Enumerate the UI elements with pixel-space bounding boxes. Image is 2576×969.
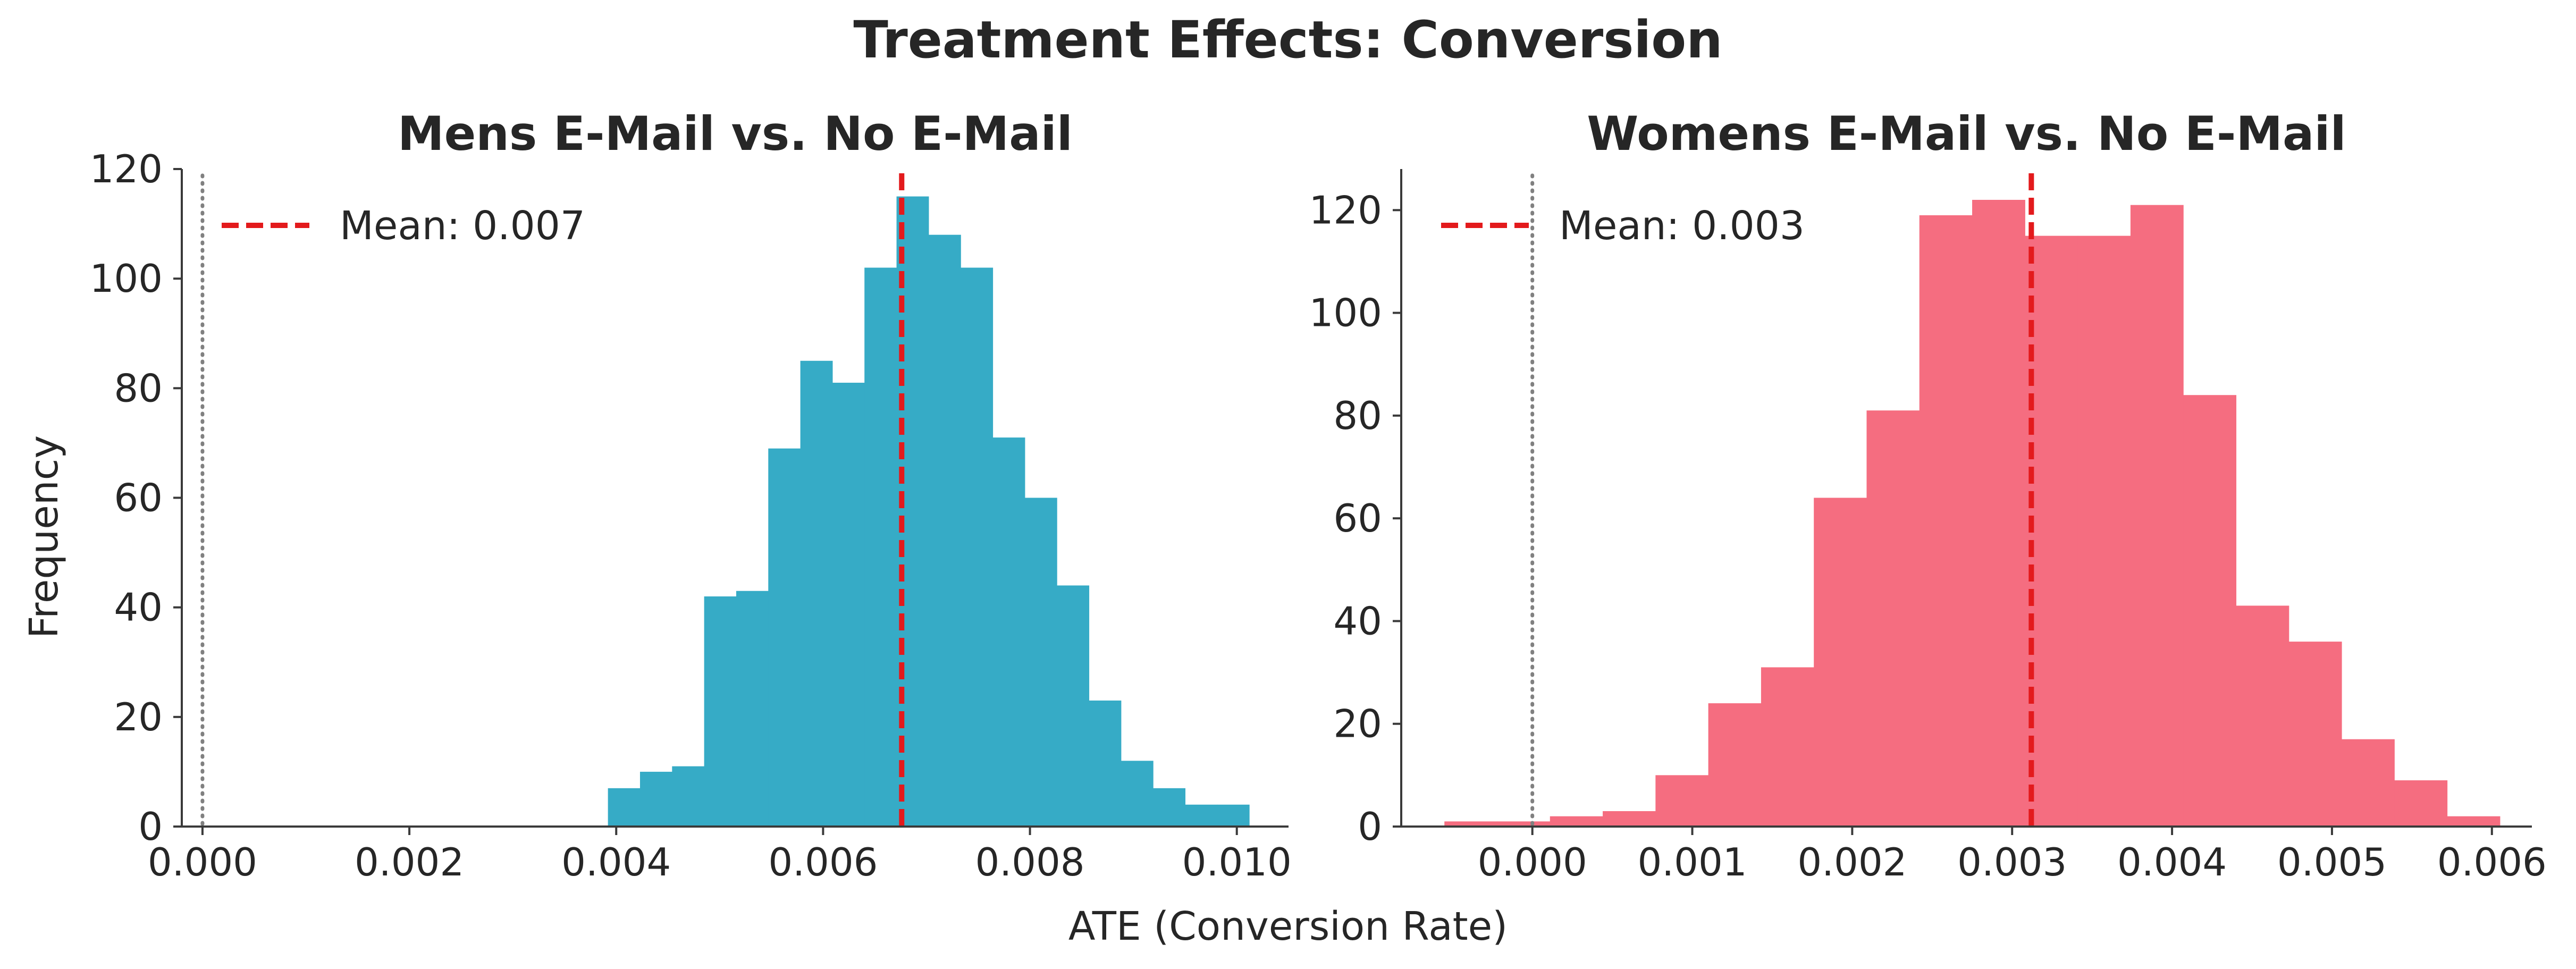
histogram-bar — [992, 437, 1025, 827]
histogram-bar — [2077, 235, 2131, 827]
legend-mean-label: Mean: 0.003 — [1559, 203, 1805, 249]
x-tick-label: 0.003 — [1957, 840, 2067, 884]
histogram-bars — [608, 196, 1250, 827]
histogram-bar — [896, 196, 929, 827]
histogram-bar — [1603, 811, 1656, 827]
histogram-bar — [639, 771, 672, 827]
y-tick-label: 100 — [90, 256, 163, 301]
x-tick-label: 0.004 — [2117, 840, 2227, 884]
histogram-bar — [864, 267, 897, 827]
histogram-bar — [1153, 788, 1186, 827]
histogram-bar — [1708, 703, 1762, 827]
x-tick-label: 0.000 — [148, 840, 257, 884]
histogram-bar — [2183, 395, 2237, 827]
histogram-bar — [2130, 205, 2184, 827]
histogram-bar — [1550, 816, 1603, 827]
y-tick-label: 60 — [1333, 496, 1382, 541]
panel-title: Mens E-Mail vs. No E-Mail — [398, 106, 1073, 161]
histogram-bar — [1919, 215, 1973, 827]
histogram-bar — [928, 234, 961, 827]
histogram-bar — [1761, 667, 1814, 827]
histogram-bar — [1217, 804, 1250, 827]
x-tick-label: 0.000 — [1478, 840, 1587, 884]
y-tick-label: 40 — [1333, 599, 1382, 643]
histogram-bar — [768, 448, 801, 827]
histogram-bar — [1497, 821, 1551, 827]
histogram-bar — [608, 788, 641, 827]
histogram-bar — [672, 766, 705, 827]
y-tick-label: 80 — [114, 366, 163, 410]
histogram-bar — [1444, 821, 1498, 827]
histogram-bar — [1185, 804, 1218, 827]
legend-mean-label: Mean: 0.007 — [340, 203, 585, 249]
y-tick-label: 20 — [114, 695, 163, 739]
x-tick-label: 0.002 — [355, 840, 464, 884]
figure-title: Treatment Effects: Conversion — [853, 10, 1722, 70]
histogram-bar — [2394, 780, 2448, 827]
x-tick-label: 0.008 — [975, 840, 1084, 884]
panel-title: Womens E-Mail vs. No E-Mail — [1587, 106, 2346, 161]
x-tick-label: 0.010 — [1182, 840, 1292, 884]
figure-xlabel: ATE (Conversion Rate) — [1068, 904, 1508, 949]
histogram-bar — [2288, 642, 2342, 827]
x-tick-label: 0.006 — [2437, 840, 2547, 884]
histogram-bar — [1057, 585, 1090, 827]
y-tick-label: 120 — [1309, 188, 1382, 232]
histogram-bar — [1024, 498, 1057, 827]
legend: Mean: 0.003 — [1441, 203, 1805, 249]
y-tick-label: 0 — [1358, 804, 1382, 849]
histogram-bar — [1866, 410, 1920, 827]
histogram-bar — [832, 383, 865, 827]
histogram-bar — [2341, 739, 2395, 827]
histogram-bars — [1444, 199, 2501, 827]
histogram-bar — [1655, 775, 1709, 827]
legend: Mean: 0.007 — [222, 203, 585, 249]
y-tick-label: 60 — [114, 476, 163, 520]
histogram-panel-mens: 0.000 0.002 0.004 0.006 0.008 0.010 0 20 40 60 80 1… — [90, 106, 1292, 884]
y-tick-label: 40 — [114, 585, 163, 630]
histogram-bar — [1089, 700, 1122, 827]
y-tick-label: 20 — [1333, 702, 1382, 746]
histogram-bar — [704, 596, 737, 827]
histogram-bar — [736, 591, 769, 827]
histogram-bar — [1972, 199, 2025, 827]
x-tick-label: 0.005 — [2277, 840, 2387, 884]
histogram-bar — [1814, 498, 1867, 827]
histogram-bar — [2236, 605, 2289, 827]
y-tick-label: 80 — [1333, 393, 1382, 438]
histogram-bar — [800, 360, 833, 827]
histogram-bar — [2447, 816, 2501, 827]
figure-ylabel: Frequency — [21, 435, 67, 638]
histogram-panel-womens: 0.000 0.001 0.002 0.003 0.004 0.005 0.006 0 20 40… — [1309, 106, 2547, 884]
x-tick-label: 0.001 — [1637, 840, 1747, 884]
histogram-bar — [1121, 761, 1154, 827]
y-tick-label: 120 — [90, 147, 163, 191]
x-tick-label: 0.006 — [768, 840, 878, 884]
y-tick-label: 100 — [1309, 291, 1382, 335]
y-tick-label: 0 — [138, 804, 163, 849]
histogram-bar — [961, 267, 994, 827]
x-tick-label: 0.002 — [1797, 840, 1907, 884]
x-tick-label: 0.004 — [561, 840, 671, 884]
